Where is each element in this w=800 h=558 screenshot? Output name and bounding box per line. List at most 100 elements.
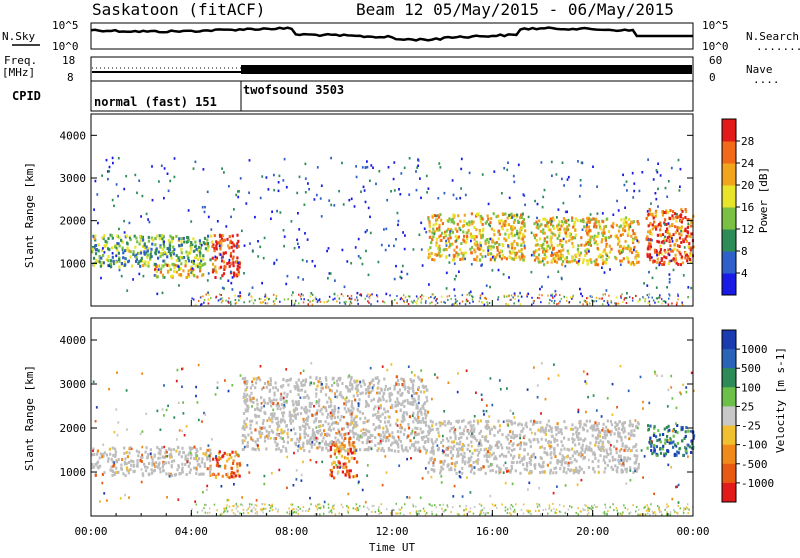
power-cell — [294, 302, 296, 304]
power-cell — [462, 231, 464, 234]
power-cell — [521, 248, 523, 251]
power-cell — [658, 297, 660, 299]
velocity-cell — [334, 396, 336, 399]
velocity-cell — [614, 426, 616, 429]
power-cell — [626, 302, 628, 304]
velocity-cell — [157, 457, 159, 460]
velocity-cell — [405, 446, 407, 449]
power-cell — [455, 302, 457, 304]
velocity-cell — [519, 422, 521, 425]
velocity-cell — [432, 468, 434, 471]
velocity-cell — [382, 413, 384, 416]
power-cell — [204, 242, 206, 245]
power-cell — [221, 167, 223, 170]
power-cell — [447, 220, 449, 223]
power-cell — [680, 233, 682, 236]
power-cell — [291, 220, 293, 223]
velocity-cell — [408, 401, 410, 404]
power-cell — [462, 294, 464, 296]
velocity-cell — [469, 421, 471, 424]
power-cell — [135, 237, 137, 240]
velocity-cell — [171, 474, 173, 477]
power-cell — [265, 302, 267, 304]
velocity-cell — [487, 420, 489, 423]
power-cell — [547, 225, 549, 228]
velocity-cell — [235, 451, 237, 454]
velocity-cell — [489, 432, 491, 435]
power-cell — [162, 253, 164, 256]
velocity-cell — [467, 444, 469, 447]
velocity-cell — [275, 399, 277, 402]
power-cell — [482, 302, 484, 304]
power-cell — [498, 269, 500, 272]
power-cell — [569, 301, 571, 303]
velocity-cell — [163, 414, 165, 417]
power-cell — [657, 205, 659, 208]
velocity-cell — [676, 451, 678, 454]
velocity-cell — [496, 465, 498, 468]
velocity-cell — [471, 427, 473, 430]
velocity-cell — [311, 402, 313, 405]
velocity-cell — [556, 439, 558, 442]
velocity-cell — [671, 441, 673, 444]
velocity-cell — [331, 474, 333, 477]
power-cell — [641, 171, 643, 174]
velocity-cell — [542, 428, 544, 431]
velocity-cell — [181, 386, 183, 389]
power-cell — [199, 269, 201, 272]
power-cell — [212, 263, 214, 266]
power-cell — [431, 252, 433, 255]
power-cell — [627, 233, 629, 236]
power-cell — [612, 214, 614, 217]
power-cell — [672, 217, 674, 220]
power-cell — [649, 230, 651, 233]
velocity-cell — [659, 447, 661, 450]
power-cell — [121, 262, 123, 265]
power-cell — [276, 259, 278, 262]
velocity-cell — [219, 450, 221, 453]
velocity-cell — [384, 388, 386, 391]
velocity-cell — [565, 461, 567, 464]
velocity-cell — [402, 420, 404, 423]
power-cell — [563, 238, 565, 241]
power-cell — [428, 283, 430, 286]
power-cell — [538, 248, 540, 251]
power-cell — [590, 213, 592, 216]
velocity-cell — [467, 448, 469, 451]
power-cell — [567, 252, 569, 255]
velocity-cell — [655, 435, 657, 438]
velocity-cell — [188, 465, 190, 468]
power-cell — [466, 300, 468, 302]
power-cell — [305, 177, 307, 180]
power-cell — [252, 286, 254, 289]
velocity-cell — [217, 381, 219, 384]
power-cell — [625, 240, 627, 243]
velocity-cell — [623, 422, 625, 425]
power-cell — [413, 248, 415, 251]
velocity-cell — [685, 450, 687, 453]
velocity-cell — [539, 421, 541, 424]
velocity-cell — [195, 386, 197, 389]
velocity-cell — [686, 445, 688, 448]
velocity-cell — [168, 461, 170, 464]
velocity-cell — [612, 456, 614, 459]
power-cell — [539, 288, 541, 291]
power-cell — [118, 258, 120, 261]
velocity-cell — [411, 387, 413, 390]
velocity-cell — [294, 387, 296, 390]
power-cell — [233, 272, 235, 275]
power-cell — [623, 218, 625, 221]
velocity-cell — [190, 468, 192, 471]
velocity-cell — [265, 448, 267, 451]
velocity-cell — [101, 482, 103, 485]
velocity-cell — [481, 435, 483, 438]
power-cell — [421, 248, 423, 251]
velocity-cell — [177, 446, 179, 449]
power-cell — [334, 298, 336, 300]
velocity-cell — [579, 420, 581, 423]
velocity-cell — [111, 474, 113, 477]
colorbar-swatch — [722, 119, 736, 142]
power-cell — [424, 228, 426, 231]
velocity-cell — [97, 450, 99, 453]
power-cell — [523, 194, 525, 197]
